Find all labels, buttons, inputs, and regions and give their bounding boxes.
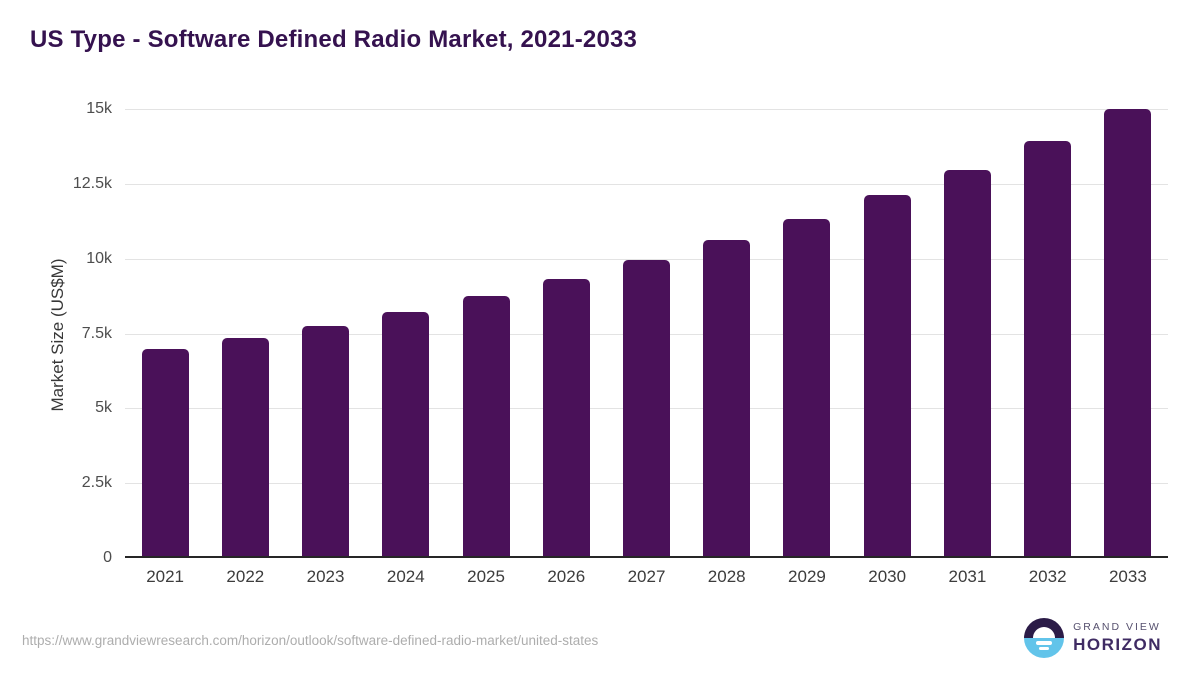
reflection-line-2 [1039, 647, 1050, 650]
x-tick-label-2024: 2024 [386, 567, 425, 586]
bar-2025[interactable] [462, 295, 510, 556]
bar-2031[interactable] [943, 169, 991, 556]
x-tick-label-2025: 2025 [467, 567, 505, 586]
x-tick-label-2029: 2029 [788, 567, 826, 586]
bar-2022[interactable] [221, 338, 269, 556]
bar-2029[interactable] [783, 218, 831, 556]
y-tick-label: 12.5k [72, 174, 112, 192]
y-tick-label: 7.5k [81, 324, 112, 342]
x-tick-label-2030: 2030 [868, 567, 907, 586]
y-tick-label: 2.5k [81, 474, 112, 492]
x-tick-label-2027: 2027 [627, 567, 666, 586]
bar-2028[interactable] [703, 239, 751, 556]
sun-dome-shape [1033, 627, 1056, 638]
y-axis-title: Market Size (US$M) [48, 258, 67, 412]
y-tick-label: 0 [103, 549, 112, 566]
x-tick-label-2022: 2022 [226, 567, 265, 586]
page-title: US Type - Software Defined Radio Market,… [30, 26, 638, 53]
logo-text-horizon: HORIZON [1073, 635, 1162, 654]
gridline [125, 109, 1168, 110]
bar-2030[interactable] [863, 195, 911, 556]
x-tick-label-2032: 2032 [1028, 567, 1067, 586]
plot-area [125, 108, 1168, 558]
gridline [125, 183, 1168, 185]
x-tick-label-2021: 2021 [146, 567, 185, 586]
bar-2026[interactable] [542, 278, 590, 556]
bar-2027[interactable] [623, 259, 670, 556]
grand-view-horizon-logo: GRAND VIEW HORIZON [1024, 618, 1162, 658]
reflection-line-1 [1036, 641, 1053, 645]
bar-2024[interactable] [382, 311, 430, 556]
y-axis-tick-labels: 0 2.5k 5k 7.5k 10k 12.5k 15k [0, 100, 112, 566]
x-tick-label-2028: 2028 [707, 567, 746, 586]
source-url: https://www.grandviewresearch.com/horizo… [22, 633, 599, 648]
sunrise-logo-icon [1024, 618, 1065, 658]
x-tick-label-2026: 2026 [547, 567, 586, 586]
bar-2021[interactable] [141, 349, 189, 556]
logo-text-grand-view: GRAND VIEW [1073, 621, 1161, 633]
x-axis-labels: 2021 2022 2023 2024 2025 2026 2027 2028 2029 2030… [125, 567, 1168, 591]
x-tick-label-2023: 2023 [306, 567, 345, 586]
gridline [125, 258, 1168, 260]
logo-text: GRAND VIEW HORIZON [1073, 621, 1162, 655]
x-tick-label-2031: 2031 [948, 567, 987, 586]
x-tick-label-2033: 2033 [1108, 567, 1147, 586]
bar-2023[interactable] [302, 325, 350, 556]
bar-2033[interactable] [1104, 108, 1152, 556]
y-tick-label: 10k [86, 249, 112, 267]
bar-2032[interactable] [1024, 140, 1072, 556]
y-tick-label: 5k [95, 399, 112, 417]
y-tick-label: 15k [86, 100, 112, 117]
